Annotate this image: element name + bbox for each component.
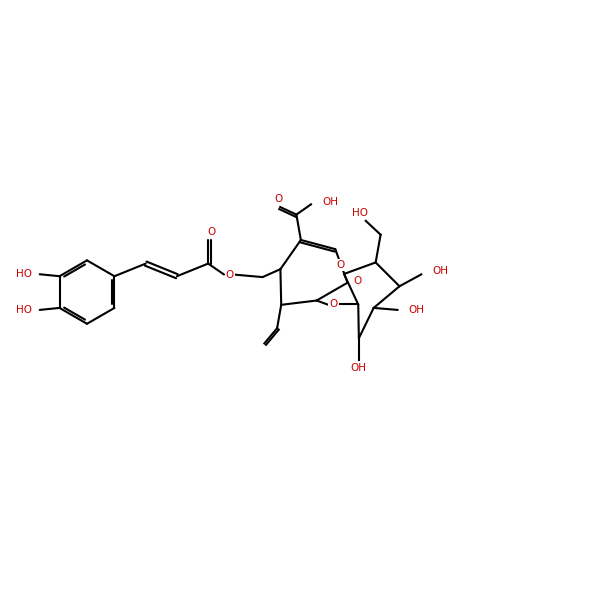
Text: OH: OH (432, 266, 448, 277)
Text: O: O (353, 276, 362, 286)
Text: O: O (329, 299, 338, 310)
Text: O: O (274, 194, 283, 204)
Text: O: O (336, 260, 344, 270)
Text: O: O (207, 227, 215, 237)
Text: HO: HO (352, 208, 368, 218)
Text: OH: OH (351, 363, 367, 373)
Text: OH: OH (409, 305, 424, 315)
Text: HO: HO (16, 269, 32, 279)
Text: HO: HO (16, 305, 32, 315)
Text: O: O (226, 269, 234, 280)
Text: OH: OH (322, 197, 338, 208)
